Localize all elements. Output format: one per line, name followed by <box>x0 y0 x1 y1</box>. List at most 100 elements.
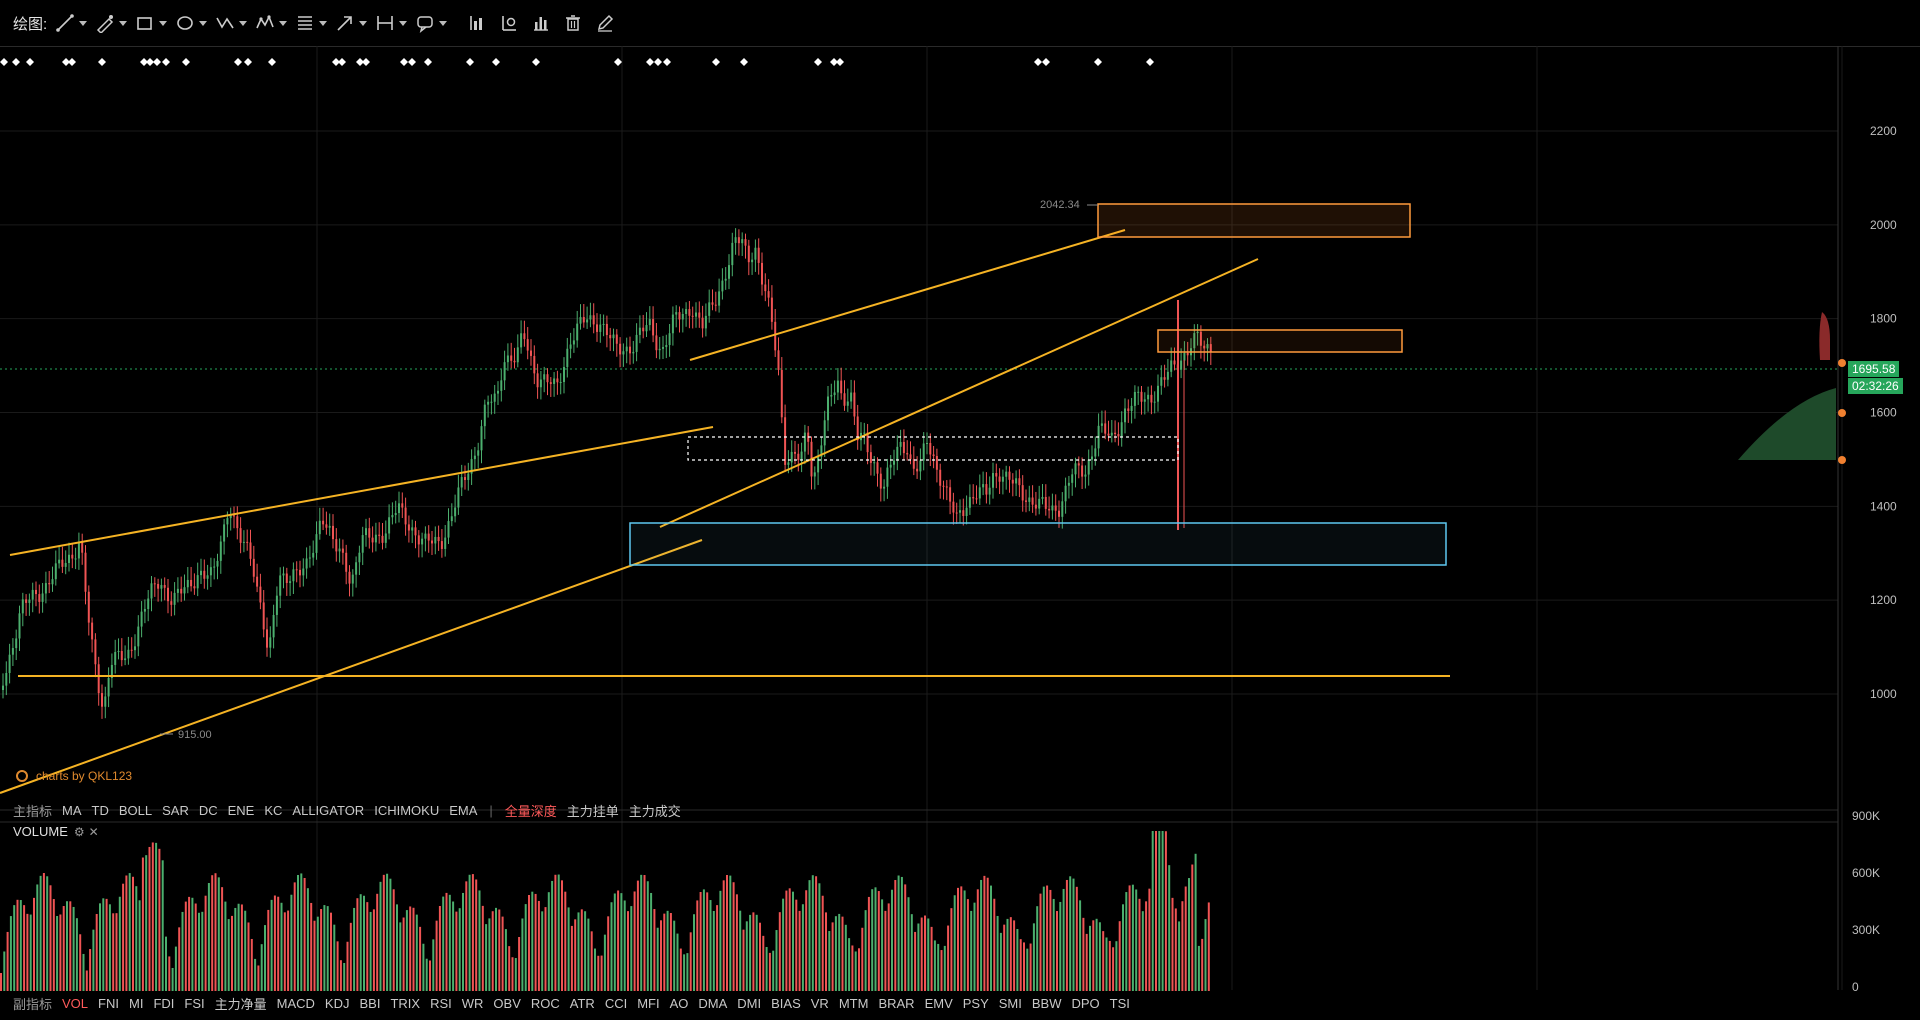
main-indicator-ema[interactable]: EMA <box>449 802 478 818</box>
rectangle-tool[interactable] <box>135 8 168 38</box>
candle-body <box>94 639 97 665</box>
pen-tool[interactable] <box>95 8 128 38</box>
volume-bar <box>1036 906 1039 991</box>
volume-bar <box>333 924 336 991</box>
depth-item-1[interactable]: 主力挂单 <box>566 803 619 819</box>
main-indicator-boll[interactable]: BOLL <box>118 802 153 818</box>
volume-bar <box>792 891 794 991</box>
candle-body <box>308 557 311 559</box>
sub-indicator-3[interactable]: FSI <box>184 995 205 1011</box>
main-indicator-dc[interactable]: DC <box>198 802 218 818</box>
volume-bar <box>211 875 214 991</box>
volume-bar <box>838 913 841 991</box>
measure-tool[interactable] <box>375 8 408 38</box>
pattern-tool[interactable] <box>255 8 288 38</box>
volume-bar <box>871 889 874 991</box>
fibonacci-tool[interactable] <box>295 8 328 38</box>
candle-body <box>497 390 499 394</box>
candle-body <box>526 339 529 351</box>
sub-indicator-0[interactable]: FNI <box>98 995 119 1011</box>
sub-indicator-15[interactable]: MFI <box>637 995 660 1011</box>
sub-indicator-8[interactable]: TRIX <box>390 995 421 1011</box>
main-indicator-td[interactable]: TD <box>91 802 109 818</box>
volume-bar <box>768 952 771 991</box>
sub-indicator-23[interactable]: EMV <box>924 995 953 1011</box>
chevron-down-icon[interactable] <box>199 20 208 26</box>
chevron-down-icon[interactable] <box>359 20 368 26</box>
chevron-down-icon[interactable] <box>439 20 448 26</box>
line-tool[interactable] <box>55 8 88 38</box>
sub-indicator-2[interactable]: FDI <box>153 995 175 1011</box>
depth-item-2[interactable]: 主力成交 <box>628 803 681 819</box>
chevron-down-icon[interactable] <box>119 20 128 26</box>
volume-bar <box>650 892 653 991</box>
sub-indicator-13[interactable]: ATR <box>569 995 595 1011</box>
arrow-icon <box>337 16 352 31</box>
candle-body <box>1173 360 1176 365</box>
chevron-down-icon[interactable] <box>279 20 288 26</box>
volume-bar <box>778 912 781 991</box>
ellipse-tool[interactable] <box>175 8 208 38</box>
sub-indicator-14[interactable]: CCI <box>604 995 628 1011</box>
edit-tool[interactable] <box>595 8 615 38</box>
settings-icon[interactable]: ⚙ <box>73 824 85 839</box>
chevron-down-icon[interactable] <box>159 20 168 26</box>
price-chart[interactable]: 2200 2000 1800 1600 1400 1200 1000 900K 600K 300K… <box>0 46 1920 996</box>
volume-bar <box>412 907 415 991</box>
sub-indicator-16[interactable]: AO <box>669 995 689 1011</box>
candle-body <box>173 592 176 605</box>
volume-bar <box>643 875 646 991</box>
sub-indicator-7[interactable]: BBI <box>359 995 381 1011</box>
sub-indicator-21[interactable]: MTM <box>838 995 869 1011</box>
main-indicator-kc[interactable]: KC <box>264 802 283 818</box>
chevron-down-icon[interactable] <box>239 20 248 26</box>
sub-indicator-10[interactable]: WR <box>461 995 484 1011</box>
sub-indicator-22[interactable]: BRAR <box>878 995 915 1011</box>
indicator-a-tool[interactable] <box>467 8 487 38</box>
close-icon[interactable]: ✕ <box>88 824 99 839</box>
sub-indicator-4[interactable]: 主力净量 <box>214 996 267 1012</box>
comment-tool[interactable] <box>415 8 448 38</box>
main-indicator-ichimoku[interactable]: ICHIMOKU <box>374 802 440 818</box>
candle-body <box>500 380 503 391</box>
main-indicator-sar[interactable]: SAR <box>162 802 189 818</box>
sub-indicator-25[interactable]: SMI <box>998 995 1022 1011</box>
candle-body <box>1005 471 1008 477</box>
chevron-down-icon[interactable] <box>399 20 408 26</box>
candle-body <box>21 599 24 614</box>
chevron-down-icon[interactable] <box>79 20 88 26</box>
sub-indicator-vol[interactable]: VOL <box>62 995 89 1011</box>
volume-bar <box>16 899 19 991</box>
indicator-c-tool[interactable] <box>531 8 551 38</box>
sub-indicator-12[interactable]: ROC <box>530 995 560 1011</box>
sub-indicator-17[interactable]: DMA <box>698 995 728 1011</box>
sub-indicator-18[interactable]: DMI <box>737 995 762 1011</box>
main-indicator-ma[interactable]: MA <box>62 802 82 818</box>
candle-body <box>543 374 546 380</box>
sub-indicator-27[interactable]: DPO <box>1071 995 1100 1011</box>
sub-indicator-19[interactable]: BIAS <box>771 995 801 1011</box>
event-marker <box>1042 58 1050 66</box>
candle-body <box>576 323 579 341</box>
chevron-down-icon[interactable] <box>319 20 328 26</box>
arrow-tool[interactable] <box>335 8 368 38</box>
event-marker <box>338 58 346 66</box>
sub-indicator-6[interactable]: KDJ <box>324 995 350 1011</box>
zigzag-tool[interactable] <box>215 8 248 38</box>
sub-indicator-20[interactable]: VR <box>810 995 829 1011</box>
delete-tool[interactable] <box>563 8 583 38</box>
indicator-b-tool[interactable] <box>499 8 519 38</box>
volume-bar <box>128 873 131 991</box>
main-indicator-ene[interactable]: ENE <box>227 802 255 818</box>
volume-bar <box>732 882 735 991</box>
sub-indicator-5[interactable]: MACD <box>276 995 315 1011</box>
sub-indicator-9[interactable]: RSI <box>430 995 452 1011</box>
main-indicator-alligator[interactable]: ALLIGATOR <box>292 802 365 818</box>
sub-indicator-11[interactable]: OBV <box>493 995 521 1011</box>
sub-indicator-28[interactable]: TSI <box>1109 995 1130 1011</box>
sub-indicator-26[interactable]: BBW <box>1031 995 1062 1011</box>
sub-indicator-24[interactable]: PSY <box>962 995 989 1011</box>
depth-item-0[interactable]: 全量深度 <box>504 803 557 819</box>
sub-indicator-1[interactable]: MI <box>128 995 144 1011</box>
candle-body <box>688 309 691 316</box>
